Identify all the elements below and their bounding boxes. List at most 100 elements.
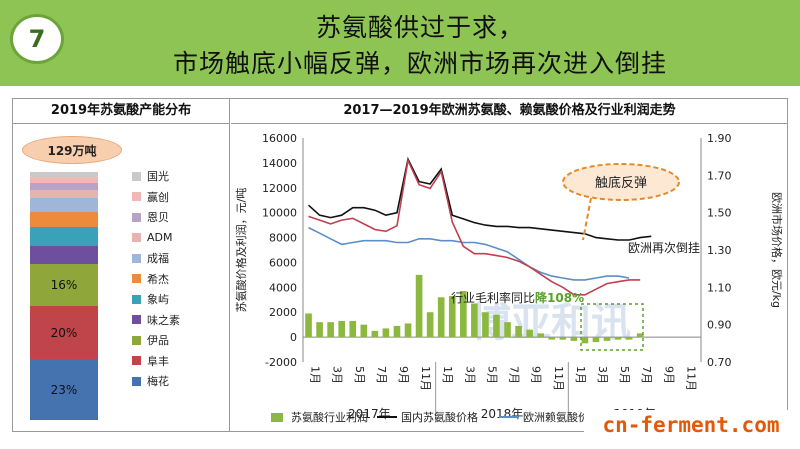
- legend-label: 赢创: [147, 190, 169, 204]
- capacity-segment-7: [30, 245, 98, 265]
- capacity-legend-item: 象屿: [132, 289, 232, 310]
- legend-swatch: [132, 171, 141, 181]
- capacity-segment-4: [30, 198, 98, 212]
- capacity-legend-item: 国光: [132, 166, 232, 187]
- profit-bar: [371, 330, 379, 338]
- capacity-legend-item: 成福: [132, 248, 232, 269]
- y2-tick-label: 1.90: [707, 132, 732, 145]
- legend-label: 象屿: [147, 293, 169, 307]
- legend-label: ADM: [147, 231, 173, 245]
- slide-number-badge: 7: [10, 14, 64, 64]
- site-watermark-box: cn-ferment.com: [584, 410, 798, 440]
- title-line-1: 苏氨酸供过于求，: [315, 13, 524, 42]
- profit-bar: [327, 322, 334, 338]
- annotation-bubble-pointer: [582, 197, 592, 241]
- x-tick-label: 5月: [485, 366, 498, 384]
- capacity-legend-item: 味之素: [132, 310, 232, 331]
- legend-label: 恩贝: [147, 211, 169, 225]
- profit-bar: [526, 329, 533, 338]
- profit-bar: [592, 337, 600, 343]
- y-tick-label: 12000: [262, 182, 297, 195]
- y-tick-label: 8000: [269, 232, 297, 245]
- capacity-segment-8: 16%: [30, 264, 98, 307]
- site-watermark: cn-ferment.com: [602, 413, 780, 437]
- capacity-legend-item: ADM: [132, 228, 232, 249]
- capacity-legend-item: 梅花: [132, 371, 232, 392]
- y-tick-label: 2000: [269, 306, 297, 319]
- y2-tick-label: 0.70: [707, 356, 732, 369]
- capacity-distribution-panel: 2019年苏氨酸产能分布 129万吨 16% 20% 23% 国光赢创恩贝 ADM 成福…: [12, 98, 230, 432]
- capacity-segment-1: [30, 177, 98, 183]
- legend-swatch: [132, 274, 141, 284]
- profit-bar: [493, 314, 500, 338]
- y2-tick-label: 1.70: [707, 169, 732, 182]
- annotation-margin-value: 降108%: [535, 290, 584, 305]
- x-tick-label: 3月: [596, 366, 609, 384]
- legend-label: 国光: [147, 170, 169, 184]
- capacity-legend-item: 希杰: [132, 269, 232, 290]
- profit-bar: [625, 337, 633, 340]
- profit-bar: [338, 320, 346, 338]
- x-tick-label: 11月: [684, 366, 697, 391]
- legend-label-2: 欧洲赖氨酸价格: [523, 410, 600, 424]
- annotation-margin-prefix: 行业毛利率同比: [451, 290, 535, 305]
- capacity-legend-item: 恩贝: [132, 207, 232, 228]
- legend-label: 希杰: [147, 272, 169, 286]
- x-tick-label: 1月: [309, 366, 322, 384]
- y2-tick-label: 0.90: [707, 319, 732, 332]
- annotation-highlight-box: [580, 303, 644, 351]
- legend-swatch: [132, 253, 141, 263]
- capacity-segment-3: [30, 190, 98, 199]
- price-profit-panel: 2017—2019年欧洲苏氨酸、赖氨酸价格及行业利润走势 博亚和讯 -2000 0 2…: [231, 98, 788, 432]
- annotation-bubble: [562, 163, 680, 201]
- profit-bar: [603, 337, 611, 341]
- legend-swatch: [132, 315, 141, 325]
- legend-label: 成福: [147, 252, 169, 266]
- profit-bar: [548, 337, 556, 340]
- capacity-legend-item: 伊品: [132, 330, 232, 351]
- legend-swatch-0: [271, 413, 283, 422]
- capacity-segment-0: [30, 172, 98, 178]
- capacity-total-badge: 129万吨: [22, 136, 122, 164]
- capacity-segment-9: 20%: [30, 306, 98, 360]
- profit-bar: [471, 303, 478, 338]
- capacity-legend: 国光 赢创 恩贝 ADM 成福 希杰 象屿 味之素 伊品 阜丰 梅花: [132, 166, 232, 392]
- profit-bar: [349, 320, 357, 338]
- profit-bar: [614, 337, 622, 340]
- y-tick-label: 14000: [262, 157, 297, 170]
- series-line-3: [308, 157, 641, 296]
- profit-bar: [393, 325, 401, 338]
- x-tick-label: 5月: [618, 366, 631, 384]
- profit-bar: [459, 291, 467, 338]
- annotation-margin: 行业毛利率同比降108%: [451, 290, 584, 305]
- y-tick-label: -2000: [265, 356, 297, 369]
- x-tick-label: 9月: [662, 366, 675, 384]
- series-line-2: [308, 226, 630, 281]
- profit-bar: [360, 324, 368, 338]
- legend-label: 味之素: [147, 313, 180, 327]
- y-tick-label: 0: [290, 331, 297, 344]
- year-label: 2018年: [481, 407, 524, 421]
- legend-label-0: 苏氨酸行业利润: [291, 410, 368, 424]
- x-tick-label: 1月: [441, 366, 454, 384]
- y-tick-label: 6000: [269, 256, 297, 269]
- capacity-panel-title: 2019年苏氨酸产能分布: [12, 98, 230, 124]
- legend-swatch: [132, 192, 141, 202]
- legend-label: 伊品: [147, 334, 169, 348]
- profit-bar: [426, 312, 434, 338]
- profit-bar: [504, 322, 511, 338]
- annotation-rebound: 触底反弹: [595, 175, 647, 191]
- legend-swatch: [132, 233, 141, 243]
- legend-label: 梅花: [147, 375, 169, 389]
- y2-tick-label: 1.30: [707, 244, 732, 257]
- y-axis-title: 苏氨酸价格及利润，元/吨: [234, 188, 248, 313]
- profit-bar: [404, 323, 412, 338]
- capacity-segment-5: [30, 211, 98, 228]
- capacity-segment-10: 23%: [30, 359, 98, 420]
- y2-tick-label: 1.10: [707, 281, 732, 294]
- x-tick-label: 3月: [331, 366, 344, 384]
- profit-bar: [581, 337, 589, 344]
- legend-label-1: 国内苏氨酸价格: [401, 410, 478, 424]
- legend-swatch: [132, 335, 141, 345]
